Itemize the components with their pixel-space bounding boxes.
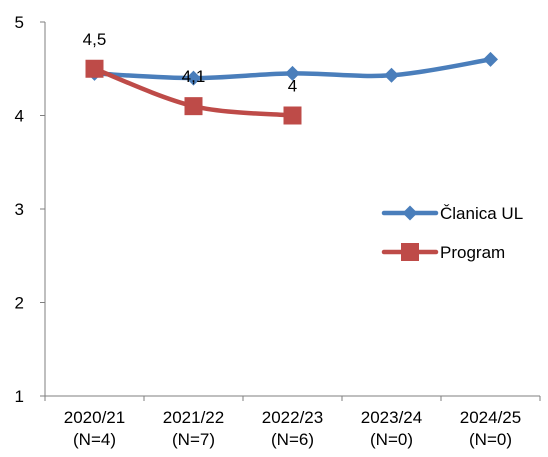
data-labels: 4,5 4,1 4 [83, 30, 298, 96]
data-label: 4,1 [182, 67, 206, 86]
x-tick-label: 2023/24 [361, 408, 422, 427]
series-marker-square [401, 243, 419, 261]
series-marker-diamond [483, 51, 498, 67]
series-marker-square [283, 106, 302, 125]
legend: Članica UL Program [381, 204, 523, 262]
series-marker-diamond [402, 205, 418, 221]
x-tick-label: 2021/22 [163, 408, 224, 427]
y-tick-label: 1 [15, 387, 24, 406]
y-tick-label: 5 [15, 13, 24, 32]
series-markers [85, 51, 498, 125]
series-marker-diamond [186, 70, 201, 86]
series-marker-square [184, 97, 203, 116]
x-tick-label: (N=6) [271, 430, 314, 449]
x-tick-labels: 2020/21 (N=4) 2021/22 (N=7) 2022/23 (N=6) 2023… [64, 408, 521, 449]
data-label: 4 [288, 77, 297, 96]
series-marker-diamond [384, 67, 399, 83]
chart-axes [40, 21, 541, 401]
y-tick-labels: 1 2 3 4 5 [15, 13, 24, 406]
x-tick-label: (N=0) [469, 430, 512, 449]
data-label: 4,5 [83, 30, 107, 49]
x-tick-label: 2024/25 [460, 408, 521, 427]
y-tick-label: 2 [15, 294, 24, 313]
series-marker-diamond [285, 65, 300, 81]
x-tick-label: (N=0) [370, 430, 413, 449]
legend-label: Članica UL [440, 204, 523, 223]
y-tick-label: 4 [15, 107, 24, 126]
y-tick-label: 3 [15, 200, 24, 219]
legend-label: Program [440, 243, 505, 262]
x-tick-label: 2022/23 [262, 408, 323, 427]
series-marker-square [85, 59, 104, 78]
x-tick-label: (N=7) [172, 430, 215, 449]
x-tick-label: (N=4) [73, 430, 116, 449]
x-tick-label: 2020/21 [64, 408, 125, 427]
